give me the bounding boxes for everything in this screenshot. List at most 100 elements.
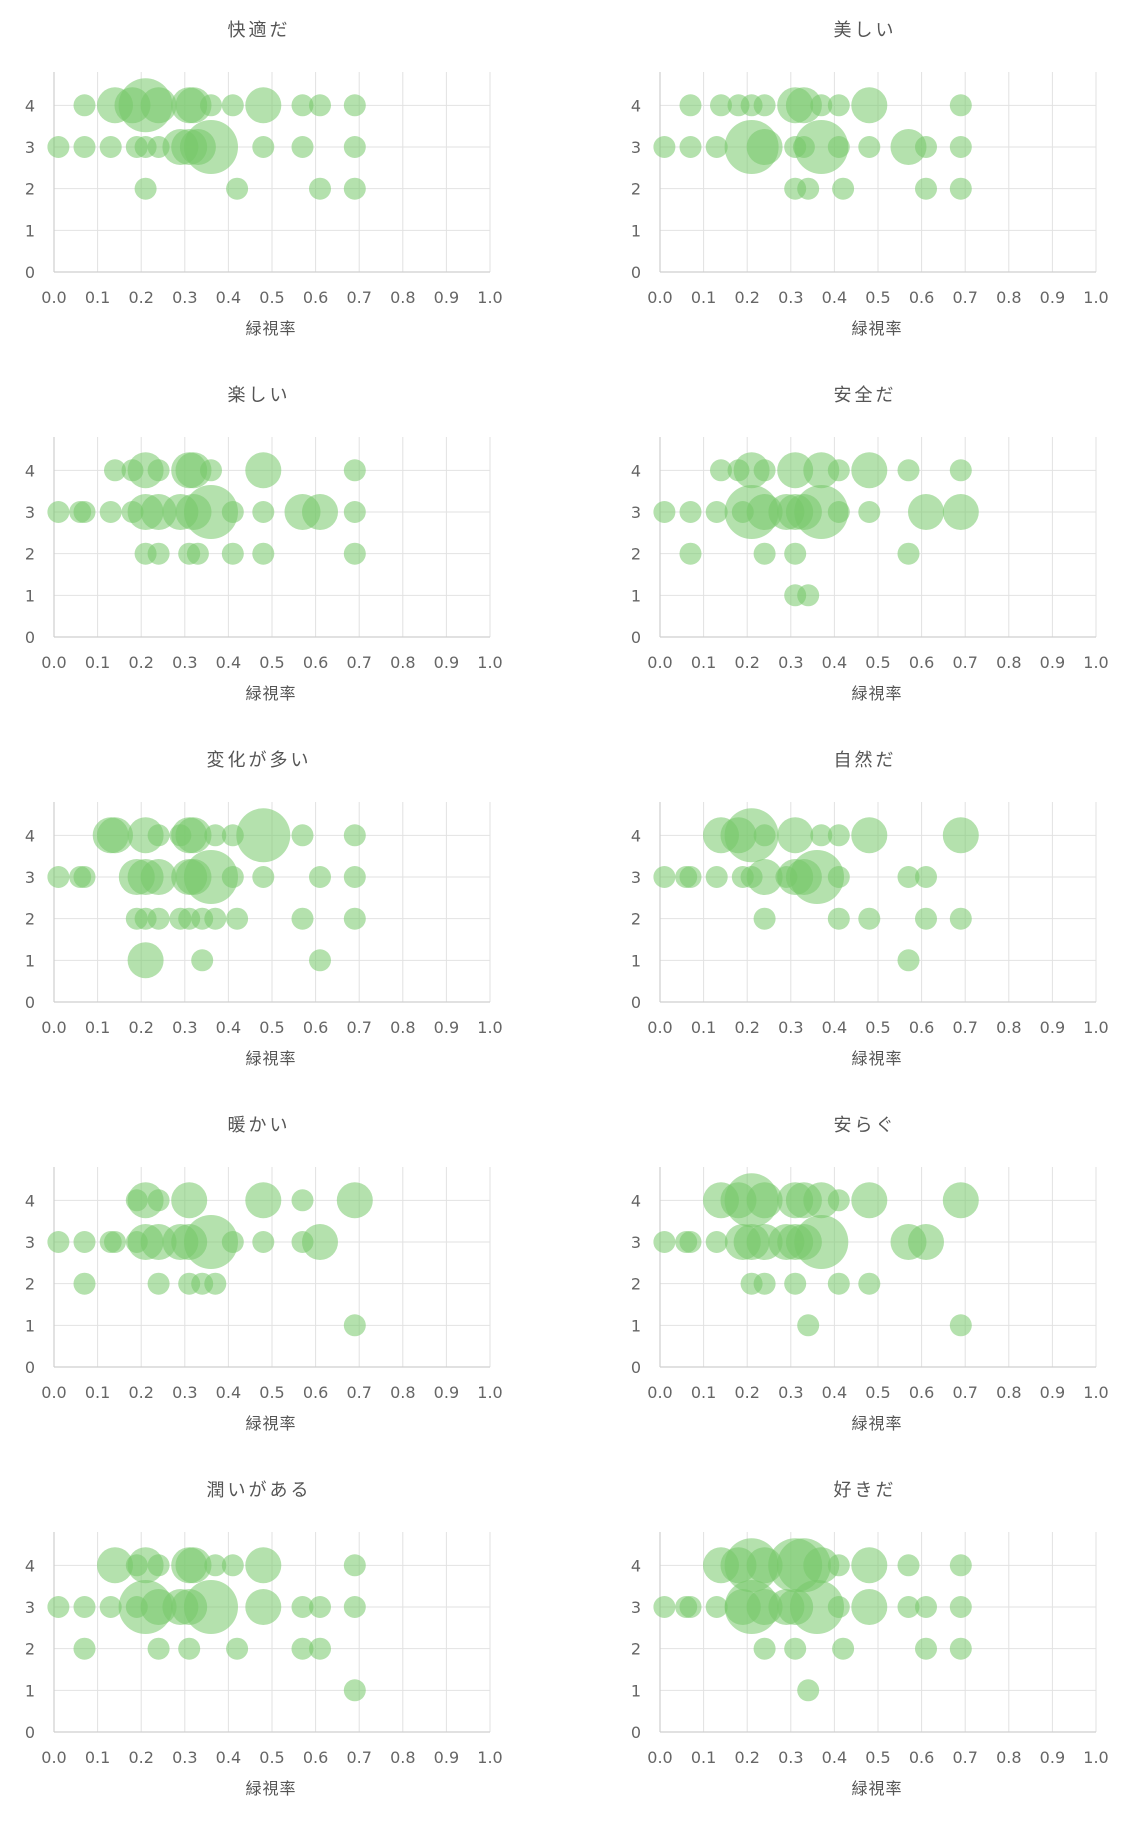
- y-tick-label: 0: [631, 993, 641, 1012]
- y-tick-label: 4: [25, 1191, 35, 1210]
- data-bubble: [915, 907, 937, 930]
- data-bubble: [191, 949, 214, 972]
- y-tick-label: 0: [25, 993, 35, 1012]
- data-bubble: [309, 1637, 331, 1660]
- data-bubble: [653, 1596, 676, 1618]
- data-bubble: [679, 501, 702, 523]
- data-bubble: [252, 542, 275, 565]
- data-bubble: [858, 501, 881, 523]
- x-tick-label: 0.3: [778, 1383, 803, 1402]
- data-bubble: [245, 1182, 282, 1219]
- y-tick-label: 2: [631, 545, 641, 564]
- chart-title: 好きだ: [834, 1480, 897, 1501]
- x-tick-label: 0.6: [303, 1018, 328, 1037]
- x-tick-label: 0.2: [734, 1018, 759, 1037]
- data-bubble: [73, 1231, 96, 1253]
- x-tick-label: 0.4: [216, 288, 241, 307]
- data-bubble: [679, 542, 702, 565]
- data-bubble: [73, 94, 96, 117]
- data-bubble: [832, 1637, 855, 1660]
- x-tick-label: 0.8: [996, 1383, 1021, 1402]
- x-tick-label: 0.2: [128, 653, 153, 672]
- data-bubble: [343, 136, 366, 158]
- data-bubble: [184, 1215, 238, 1269]
- data-bubble: [47, 866, 70, 888]
- x-tick-label: 0.9: [1040, 288, 1065, 307]
- x-tick-label: 0.8: [996, 653, 1021, 672]
- data-bubble: [291, 94, 314, 117]
- data-bubble: [777, 817, 814, 854]
- x-tick-label: 0.8: [390, 1748, 415, 1767]
- x-tick-label: 0.6: [909, 288, 934, 307]
- x-tick-label: 0.8: [996, 288, 1021, 307]
- y-tick-label: 1: [631, 221, 641, 240]
- chart-panel-1: 快適だ 0.0 0.1 0.2 0.3 0.4 0.5 0.6 0.7 0.8 0.9 1.0 0 1 2 3…: [25, 20, 503, 338]
- x-tick-label: 1.0: [1083, 288, 1108, 307]
- data-bubble: [226, 907, 249, 930]
- y-tick-label: 2: [25, 1275, 35, 1294]
- data-bubble: [221, 866, 244, 888]
- data-bubble: [949, 1314, 972, 1337]
- data-bubble: [851, 817, 888, 854]
- data-bubble: [827, 1596, 850, 1618]
- x-tick-label: 0.3: [172, 653, 197, 672]
- data-bubble: [897, 866, 920, 888]
- x-tick-label: 0.4: [216, 1383, 241, 1402]
- y-tick-label: 4: [631, 1556, 641, 1575]
- x-tick-label: 0.6: [303, 1383, 328, 1402]
- y-tick-label: 2: [631, 1640, 641, 1659]
- data-bubble: [858, 907, 881, 930]
- data-bubble: [343, 1679, 366, 1702]
- x-tick-label: 1.0: [477, 653, 502, 672]
- data-bubble: [803, 452, 840, 489]
- data-bubble: [175, 1547, 212, 1584]
- data-bubble: [724, 808, 779, 863]
- data-bubble: [797, 177, 820, 200]
- y-tick-label: 0: [25, 1723, 35, 1742]
- y-tick-label: 0: [25, 1358, 35, 1377]
- x-tick-label: 0.8: [390, 288, 415, 307]
- x-tick-label: 0.3: [172, 1383, 197, 1402]
- chart-title: 変化が多い: [207, 750, 312, 771]
- data-bubble: [746, 1182, 783, 1219]
- data-bubble: [679, 1231, 702, 1253]
- x-axis-label: 緑視率: [245, 1779, 296, 1798]
- data-bubble: [184, 850, 238, 904]
- x-axis-label: 緑視率: [245, 1414, 296, 1433]
- x-tick-label: 1.0: [477, 1748, 502, 1767]
- data-bubble: [343, 177, 366, 200]
- data-bubble: [343, 866, 366, 888]
- data-bubble: [343, 824, 366, 847]
- data-bubble: [204, 907, 227, 930]
- x-tick-label: 0.8: [390, 1018, 415, 1037]
- data-bubble: [949, 1637, 972, 1660]
- x-tick-label: 0.0: [41, 288, 66, 307]
- y-tick-label: 0: [631, 1358, 641, 1377]
- y-tick-label: 2: [631, 1275, 641, 1294]
- data-bubble: [653, 866, 676, 888]
- chart-title: 安全だ: [834, 385, 897, 406]
- data-bubble: [679, 136, 702, 158]
- y-tick-label: 0: [631, 263, 641, 282]
- data-bubble: [291, 136, 314, 158]
- x-tick-label: 1.0: [477, 288, 502, 307]
- data-bubble: [746, 129, 783, 165]
- data-bubble: [245, 452, 282, 489]
- y-tick-label: 4: [631, 461, 641, 480]
- data-bubble: [915, 1596, 937, 1618]
- data-bubble: [785, 87, 822, 124]
- x-tick-label: 0.3: [778, 653, 803, 672]
- data-bubble: [915, 136, 937, 158]
- chart-panel-8: 安らぐ 0.0 0.1 0.2 0.3 0.4 0.5 0.6 0.7 0.8 0.9 1.0 0 1 2 3…: [631, 1115, 1109, 1433]
- data-bubble: [291, 1189, 314, 1212]
- data-bubble: [797, 584, 820, 607]
- data-bubble: [949, 177, 972, 200]
- y-tick-label: 0: [25, 263, 35, 282]
- x-tick-label: 0.7: [952, 1748, 977, 1767]
- data-bubble: [245, 1547, 282, 1584]
- y-tick-label: 1: [25, 951, 35, 970]
- chart-panel-10: 好きだ 0.0 0.1 0.2 0.3 0.4 0.5 0.6 0.7 0.8 0.9 1.0 0 1 2 3…: [631, 1480, 1109, 1798]
- y-tick-label: 0: [631, 628, 641, 647]
- data-bubble: [200, 459, 222, 482]
- x-axis-label: 緑視率: [245, 684, 296, 703]
